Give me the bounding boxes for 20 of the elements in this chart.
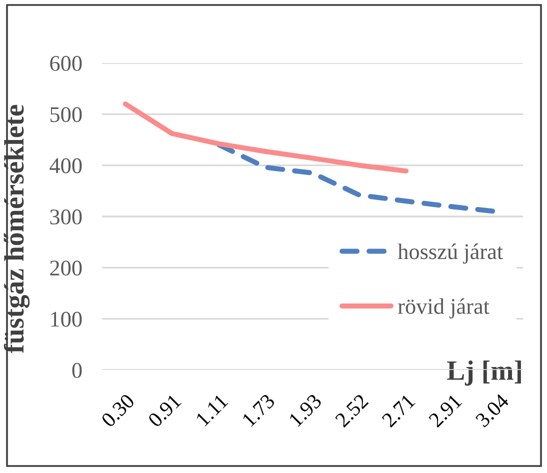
- x-tick-label: 0.91: [147, 394, 182, 428]
- y-tick-label: 0: [72, 362, 82, 378]
- x-tick-label: 1.93: [288, 393, 322, 428]
- y-tick-label: 400: [50, 158, 82, 174]
- y-tick-label: 200: [50, 260, 82, 276]
- x-tick-label: 1.73: [242, 393, 276, 428]
- x-tick-label: 2.71: [381, 394, 416, 428]
- y-tick-label: 500: [50, 107, 82, 122]
- legend-label: hosszú járat: [398, 244, 503, 264]
- legend-label: rövid járat: [398, 298, 490, 318]
- x-tick-label: 2.91: [428, 394, 462, 428]
- y-tick-label: 600: [50, 56, 82, 71]
- y-axis-title: füstgáz hőmérséklete: [4, 104, 30, 354]
- x-tick-label: 0.30: [100, 393, 136, 428]
- x-tick-label: 1.11: [196, 394, 228, 427]
- y-tick-label: 300: [50, 209, 82, 224]
- y-tick-label: 100: [51, 312, 82, 327]
- x-tick-label: 3.04: [474, 392, 510, 428]
- x-axis-title: Lj [m]: [447, 360, 521, 386]
- x-tick-label: 2.52: [334, 394, 369, 428]
